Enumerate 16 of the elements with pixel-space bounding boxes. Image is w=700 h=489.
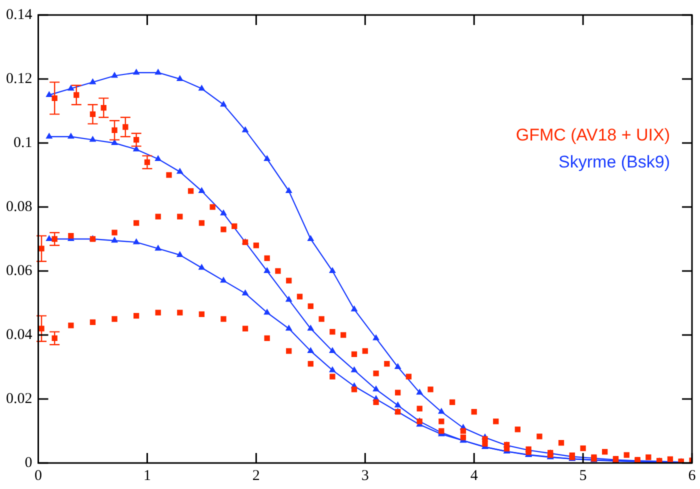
x-tick-label: 2 <box>252 468 260 484</box>
y-tick-label: 0.02 <box>6 390 32 407</box>
x-tick-label: 3 <box>361 468 369 484</box>
y-tick-label: 0.1 <box>14 134 32 151</box>
x-tick-label: 1 <box>143 468 151 484</box>
text: Skyrme (Bsk9) <box>558 152 670 172</box>
text: GFMC (AV18 + UIX) <box>516 126 670 145</box>
y-tick-label: 0.04 <box>6 326 33 343</box>
x-tick-label: 5 <box>579 468 587 484</box>
y-tick-label: 0.06 <box>6 262 33 279</box>
x-tick-label: 4 <box>470 468 478 484</box>
y-tick-label: 0.12 <box>6 70 32 87</box>
y-tick-label: 0 <box>24 454 32 471</box>
y-tick-label: 0.14 <box>6 6 33 23</box>
x-tick-label: 6 <box>688 468 696 484</box>
y-tick-label: 0.08 <box>6 198 32 215</box>
